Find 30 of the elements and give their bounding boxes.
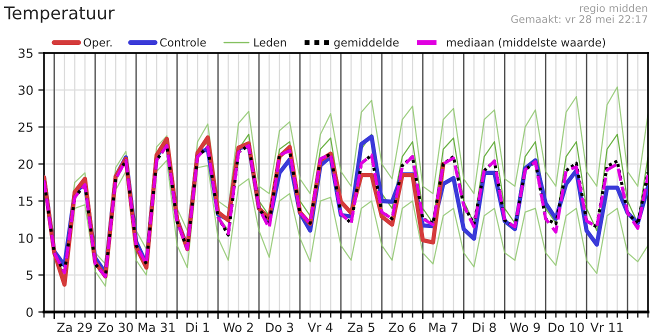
- y-tick-label: 0: [26, 307, 33, 317]
- legend-label: mediaan (middelste waarde): [446, 38, 606, 48]
- y-tick-label: 5: [26, 270, 32, 280]
- legend-label: Controle: [160, 38, 206, 47]
- y-tick-label: 15: [19, 196, 32, 206]
- x-tick-label: Wo 9: [510, 322, 540, 332]
- x-tick-label: Di 1: [186, 322, 209, 332]
- y-tick-label: 35: [18, 48, 32, 58]
- x-tick-label: Ma 31: [138, 322, 175, 332]
- x-tick-label: Do 3: [266, 322, 294, 332]
- x-tick-label: Za 29: [57, 322, 92, 332]
- x-tick-label: Zo 30: [98, 322, 133, 332]
- x-tick-label: Di 8: [472, 322, 496, 332]
- x-tick-label: Wo 2: [223, 322, 253, 332]
- x-tick-label: Za 5: [348, 322, 374, 332]
- x-tick-label: Zo 6: [388, 322, 416, 332]
- x-tick-label: Do 10: [548, 322, 584, 332]
- legend-label: gemiddelde: [334, 38, 399, 49]
- chart-title: Temperatuur: [4, 6, 115, 23]
- x-tick-label: Vr 4: [308, 322, 333, 332]
- y-tick-label: 10: [19, 233, 33, 243]
- y-tick-label: 20: [18, 159, 33, 169]
- y-tick-label: 30: [18, 85, 33, 95]
- legend-label: Leden: [254, 38, 286, 47]
- y-tick-label: 25: [18, 122, 32, 132]
- legend-label: Oper.: [84, 38, 112, 49]
- text: regio midden: [580, 4, 648, 14]
- text: Gemaakt: vr 28 mei 22:17: [511, 15, 648, 24]
- x-tick-label: Vr 11: [590, 322, 623, 332]
- x-tick-label: Ma 7: [429, 322, 458, 332]
